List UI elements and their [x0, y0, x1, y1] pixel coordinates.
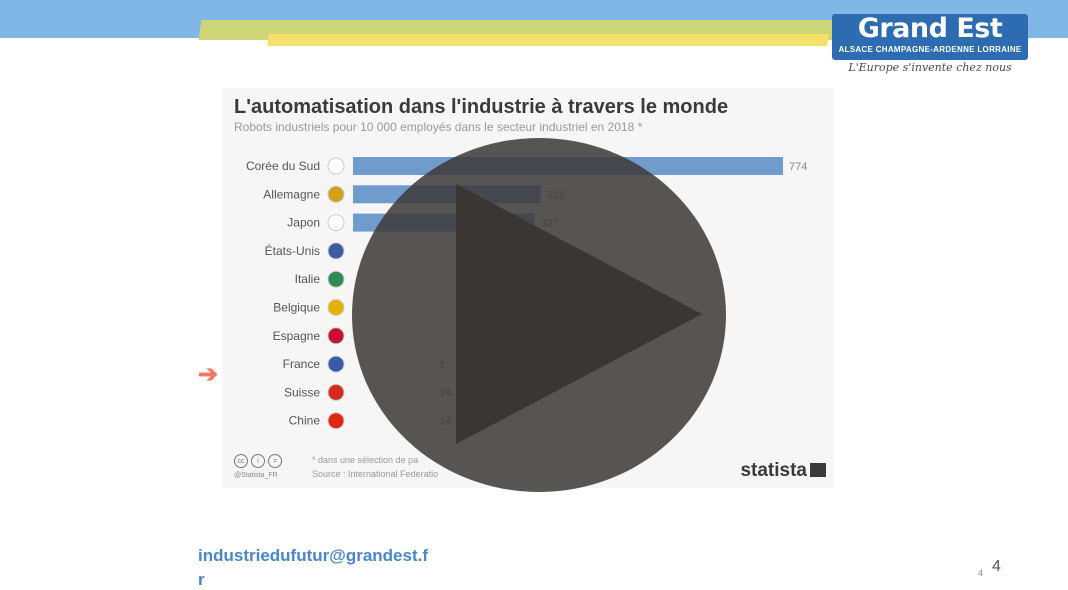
statista-logo: statista [740, 460, 826, 482]
value-label: 774 [789, 161, 807, 173]
logo-name: Grand Est [857, 13, 1003, 44]
category-label: Japon [287, 216, 320, 230]
attribution-icon: i [251, 454, 265, 468]
license-handle: @Statista_FR [234, 472, 278, 479]
statista-text: statista [740, 460, 807, 481]
category-label: États-Unis [265, 243, 320, 258]
category-label: Espagne [273, 329, 321, 343]
page-number: 4 [992, 558, 1001, 575]
flag-icon [327, 299, 345, 316]
play-button[interactable] [352, 138, 726, 492]
category-label: Belgique [273, 301, 320, 315]
statista-mark-icon [810, 463, 826, 477]
tagline: L'Europe s'invente chez nous [848, 61, 1012, 74]
license-icons: cc i = [234, 454, 282, 468]
flag-icon [327, 214, 345, 232]
flag-icon [327, 383, 345, 401]
flag-icon [327, 355, 345, 373]
arrow-right-icon: ➔ [198, 361, 219, 388]
cc-icon: cc [234, 454, 248, 468]
page-number-small: 4 [978, 568, 984, 578]
flag-icon [327, 412, 345, 430]
play-icon [456, 184, 702, 444]
category-label: France [283, 357, 321, 371]
category-label: Suisse [284, 385, 320, 399]
logo: Grand Est ALSACE CHAMPAGNE-ARDENNE LORRA… [832, 14, 1028, 60]
footnote-source: Source : International Federatio [312, 469, 439, 479]
category-label: Allemagne [263, 187, 320, 201]
flag-icon [327, 270, 345, 288]
noderivs-icon: = [268, 454, 282, 468]
logo-subtitle: ALSACE CHAMPAGNE-ARDENNE LORRAINE [838, 45, 1022, 54]
category-label: Corée du Sud [246, 159, 320, 173]
chart-footnote: * dans une sélection de pa Source : Inte… [312, 453, 438, 481]
flag-icon [327, 157, 345, 175]
chart-title: L'automatisation dans l'industrie à trav… [234, 96, 729, 118]
flag-icon [327, 327, 345, 345]
contact-email[interactable]: industriedufutur@grandest.f [198, 546, 429, 565]
category-label: Italie [295, 272, 321, 286]
accent-band-yellow [267, 34, 829, 46]
footnote-note: * dans une sélection de pa [312, 455, 419, 465]
chart-subtitle: Robots industriels pour 10 000 employés … [234, 120, 643, 134]
flag-icon [327, 185, 345, 203]
flag-icon [327, 242, 345, 260]
category-label: Chine [289, 414, 321, 428]
contact-email-overflow: r [198, 570, 205, 589]
